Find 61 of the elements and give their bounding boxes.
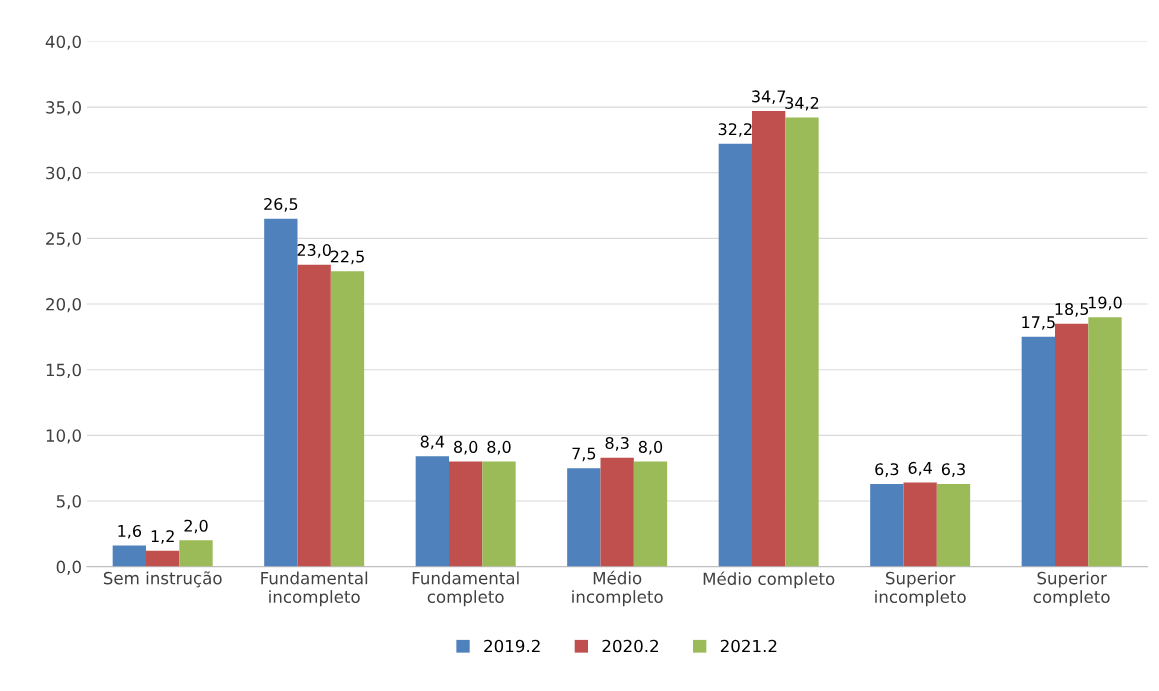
bar bbox=[264, 218, 298, 567]
bar bbox=[752, 111, 786, 567]
bar bbox=[567, 468, 601, 567]
data-label: 26,5 bbox=[264, 197, 298, 212]
data-label: 17,5 bbox=[1022, 316, 1055, 330]
bar bbox=[785, 117, 819, 567]
y-tick-label: 10,0 bbox=[46, 429, 81, 444]
legend-label: 2020.2 bbox=[602, 639, 658, 653]
data-label: 32,2 bbox=[718, 123, 752, 137]
data-label: 22,5 bbox=[330, 250, 364, 265]
data-label: 34,2 bbox=[785, 96, 819, 111]
x-tick-label: Superior completo bbox=[1033, 571, 1110, 607]
bar bbox=[903, 482, 937, 567]
x-tick-label: Superior incompleto bbox=[875, 571, 966, 607]
bar bbox=[718, 143, 752, 567]
bar bbox=[1021, 336, 1055, 567]
bar bbox=[330, 271, 365, 567]
data-label: 8,4 bbox=[420, 435, 445, 450]
data-label: 8,3 bbox=[605, 436, 629, 451]
bar bbox=[297, 264, 331, 567]
bar bbox=[482, 461, 516, 567]
data-label: 8,0 bbox=[487, 440, 511, 455]
data-label: 2,0 bbox=[184, 519, 208, 534]
y-tick-label: 0,0 bbox=[56, 560, 81, 575]
data-label: 6,4 bbox=[908, 461, 932, 476]
x-tick-label: Fundamental incompleto bbox=[261, 571, 368, 607]
y-tick-label: 30,0 bbox=[46, 166, 81, 182]
data-label: 8,0 bbox=[638, 440, 663, 455]
data-label: 1,6 bbox=[118, 524, 142, 539]
data-label: 1,2 bbox=[151, 530, 174, 544]
y-tick-label: 5,0 bbox=[56, 494, 81, 510]
data-label: 8,0 bbox=[454, 440, 478, 455]
data-label: 34,7 bbox=[752, 90, 786, 105]
bar bbox=[1088, 317, 1122, 567]
bar bbox=[633, 461, 668, 567]
data-label: 19,0 bbox=[1088, 296, 1122, 311]
bar bbox=[112, 545, 147, 567]
y-tick-label: 40,0 bbox=[45, 35, 81, 50]
bar bbox=[179, 540, 213, 567]
x-tick-label: Fundamental completo bbox=[412, 571, 519, 607]
data-label: 6,3 bbox=[875, 463, 899, 477]
y-tick-label: 15,0 bbox=[46, 363, 81, 378]
bar bbox=[415, 456, 449, 567]
x-tick-label: Sem instrução bbox=[103, 571, 222, 588]
bar bbox=[1055, 323, 1089, 567]
legend-label: 2021.2 bbox=[720, 639, 777, 653]
bar bbox=[449, 461, 483, 567]
y-tick-label: 35,0 bbox=[46, 101, 81, 116]
y-tick-label: 25,0 bbox=[46, 232, 81, 247]
bar bbox=[936, 483, 971, 567]
bar bbox=[146, 550, 180, 567]
bar bbox=[600, 457, 634, 567]
x-tick-label: Médio completo bbox=[703, 571, 835, 589]
x-tick-label: Médio incompleto bbox=[572, 570, 663, 607]
legend-label: 2019.2 bbox=[484, 639, 540, 653]
data-label: 6,3 bbox=[941, 463, 965, 477]
data-label: 23,0 bbox=[297, 243, 331, 258]
bar bbox=[870, 483, 904, 567]
data-label: 18,5 bbox=[1055, 303, 1089, 317]
y-tick-label: 20,0 bbox=[46, 298, 81, 313]
data-label: 7,5 bbox=[572, 447, 596, 462]
